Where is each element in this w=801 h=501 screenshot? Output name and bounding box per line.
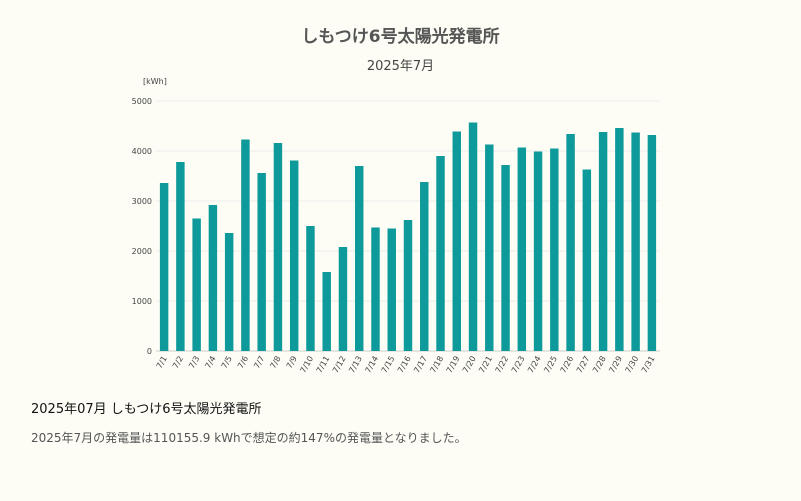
x-tick-label: 7/4 <box>203 355 217 371</box>
bar <box>387 228 396 351</box>
bar <box>208 205 218 351</box>
x-tick-label: 7/5 <box>220 355 234 371</box>
bar <box>420 182 429 351</box>
x-tick-label: 7/20 <box>461 355 478 375</box>
bar <box>436 156 445 351</box>
summary-text: 2025年7月の発電量は110155.9 kWhで想定の約147%の発電量となり… <box>31 431 467 445</box>
x-tick-label: 7/14 <box>363 355 380 375</box>
y-axis-label: [kWh] <box>143 77 167 86</box>
bar <box>517 147 527 351</box>
x-tick-label: 7/12 <box>331 355 348 375</box>
bar <box>566 134 575 351</box>
y-tick-label: 4000 <box>132 147 152 156</box>
x-tick-label: 7/15 <box>380 355 397 375</box>
x-tick-label: 7/7 <box>252 355 266 371</box>
x-tick-label: 7/13 <box>347 355 364 375</box>
y-tick-label: 5000 <box>132 97 152 106</box>
x-tick-label: 7/24 <box>526 355 543 375</box>
y-tick-label: 0 <box>147 347 152 356</box>
chart-area: しもつけ6号太陽光発電所 2025年7月 0 1000 2000 3000 4000 50… <box>132 27 660 375</box>
x-tick-label: 7/23 <box>510 355 527 375</box>
bar <box>468 122 478 351</box>
bar <box>289 160 299 351</box>
x-tick-label: 7/25 <box>542 355 559 375</box>
x-tick-label: 7/22 <box>494 355 511 375</box>
x-tick-label: 7/30 <box>624 355 641 375</box>
x-tick-label: 7/26 <box>559 355 576 375</box>
bar <box>224 233 234 351</box>
bar <box>550 148 559 351</box>
bar <box>159 183 169 351</box>
x-tick-label: 7/2 <box>171 355 185 371</box>
bar <box>631 132 640 351</box>
x-tick-label: 7/11 <box>315 355 332 375</box>
bar <box>257 173 266 351</box>
y-tick-label: 3000 <box>132 197 152 206</box>
x-tick-label: 7/31 <box>640 355 657 375</box>
bar <box>615 128 624 351</box>
bar <box>371 227 380 351</box>
bar <box>403 220 413 351</box>
bar <box>485 144 494 351</box>
summary-heading: 2025年07月 しもつけ6号太陽光発電所 <box>31 402 262 417</box>
bar <box>582 169 592 351</box>
x-tick-label: 7/21 <box>477 355 494 375</box>
x-tick-label: 7/3 <box>187 355 201 371</box>
bar <box>241 139 250 351</box>
bar <box>322 272 331 351</box>
bar <box>647 135 657 351</box>
x-tick-label: 7/16 <box>396 355 413 375</box>
bar <box>501 165 510 351</box>
x-tick-label: 7/28 <box>591 355 608 375</box>
y-tick-label: 1000 <box>132 297 152 306</box>
bar <box>354 166 364 351</box>
x-tick-label: 7/19 <box>445 355 462 375</box>
x-tick-label: 7/8 <box>268 355 282 371</box>
x-tick-label: 7/6 <box>236 355 250 371</box>
x-tick-label: 7/18 <box>428 355 445 375</box>
bar <box>452 131 462 351</box>
bar <box>338 247 348 351</box>
x-tick-label: 7/29 <box>607 355 624 375</box>
x-tick-label: 7/10 <box>298 355 315 375</box>
bar <box>598 132 608 351</box>
chart-subtitle: 2025年7月 <box>366 59 435 74</box>
x-tick-label: 7/9 <box>285 355 299 371</box>
bar <box>533 151 543 351</box>
chart-title: しもつけ6号太陽光発電所 <box>301 27 500 47</box>
bar <box>273 143 283 351</box>
y-tick-label: 2000 <box>132 247 152 256</box>
x-tick-label: 7/1 <box>155 355 169 371</box>
x-tick-label: 7/27 <box>575 355 592 375</box>
bar <box>306 226 315 351</box>
bar <box>176 162 185 351</box>
bar <box>192 218 201 351</box>
x-tick-label: 7/17 <box>412 355 429 375</box>
